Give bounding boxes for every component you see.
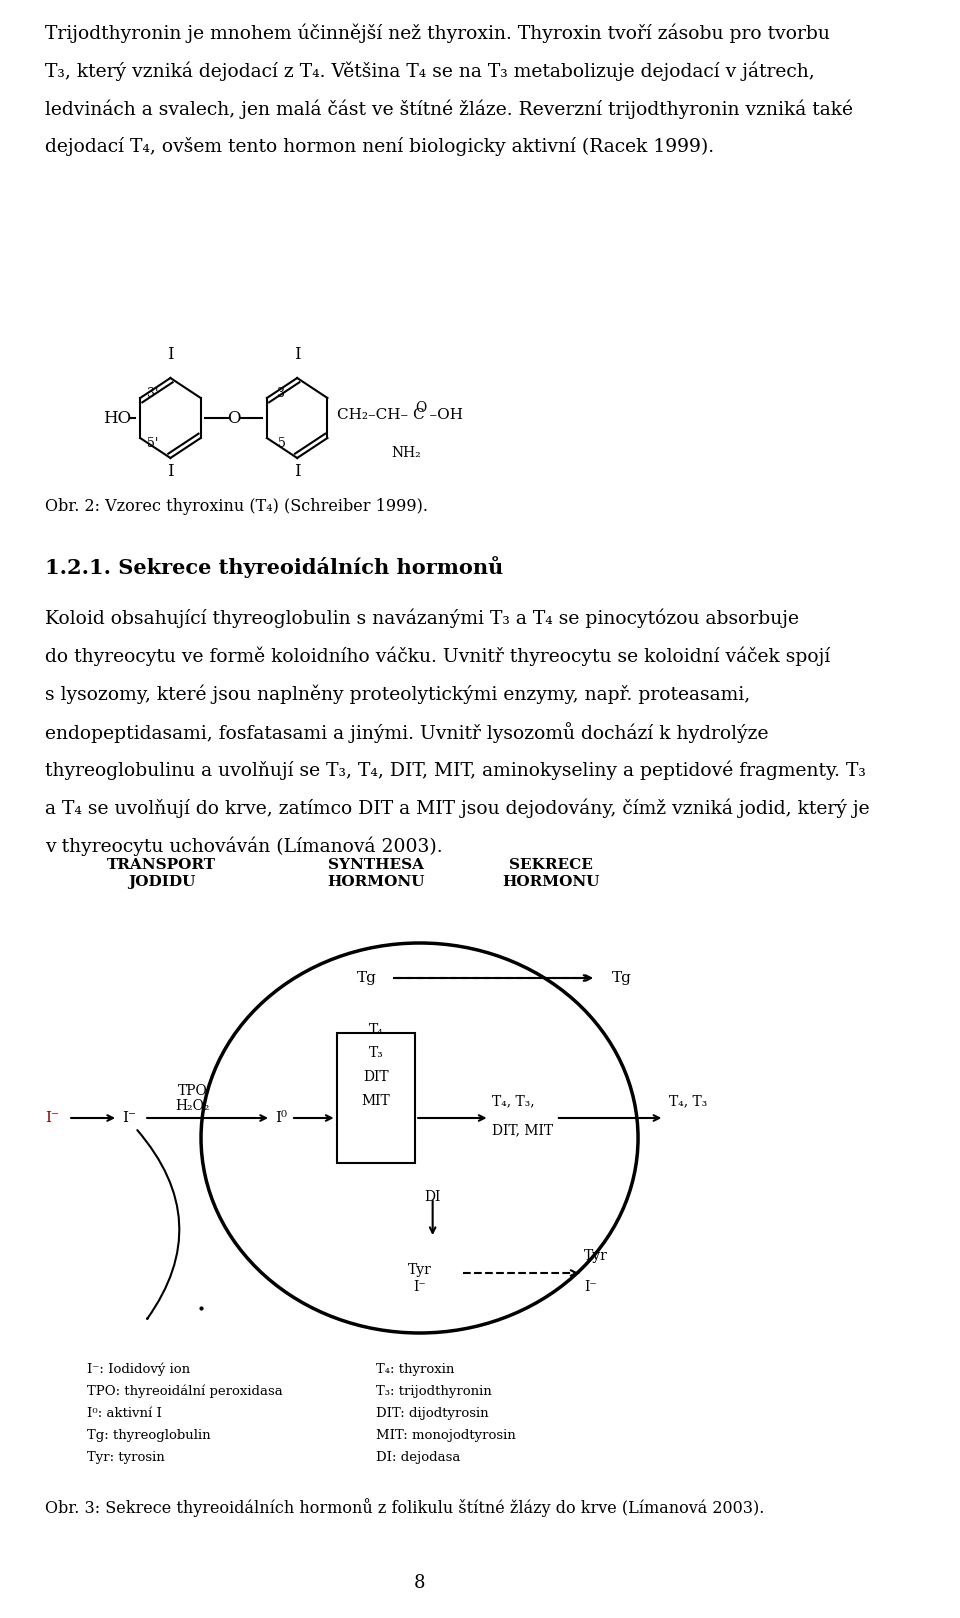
Text: Koloid obsahující thyreoglobulin s navázanými T₃ a T₄ se pinocytózou absorbuje: Koloid obsahující thyreoglobulin s naváz… (45, 608, 800, 628)
Text: T₃: trijodthyronin: T₃: trijodthyronin (375, 1385, 492, 1398)
Text: I⁻: I⁻ (122, 1112, 136, 1125)
Text: Tg: Tg (357, 971, 377, 985)
Text: 5: 5 (277, 437, 285, 450)
Text: 1.2.1. Sekrece thyreoidálních hormonů: 1.2.1. Sekrece thyreoidálních hormonů (45, 557, 504, 578)
Text: MIT: monojodtyrosin: MIT: monojodtyrosin (375, 1429, 516, 1442)
Text: Tyr: tyrosin: Tyr: tyrosin (87, 1451, 165, 1464)
Text: 8: 8 (414, 1574, 425, 1592)
FancyArrowPatch shape (137, 1129, 180, 1319)
Text: thyreoglobulinu a uvolňují se T₃, T₄, DIT, MIT, aminokyseliny a peptidové fragme: thyreoglobulinu a uvolňují se T₃, T₄, DI… (45, 760, 866, 780)
Text: I: I (167, 463, 174, 481)
Text: dejodací T₄, ovšem tento hormon není biologicky aktivní (Racek 1999).: dejodací T₄, ovšem tento hormon není bio… (45, 138, 714, 155)
Text: TRANSPORT: TRANSPORT (108, 858, 216, 872)
Text: Trijodthyronin je mnohem účinnější než thyroxin. Thyroxin tvoří zásobu pro tvorb: Trijodthyronin je mnohem účinnější než t… (45, 23, 830, 42)
Text: I⁻: Iodidový ion: I⁻: Iodidový ion (87, 1362, 190, 1377)
Text: T₄, T₃,: T₄, T₃, (492, 1094, 535, 1108)
Text: HORMONU: HORMONU (502, 875, 599, 888)
Text: a T₄ se uvolňují do krve, zatímco DIT a MIT jsou dejodovány, čímž vzniká jodid, : a T₄ se uvolňují do krve, zatímco DIT a … (45, 798, 870, 817)
Text: T₄, T₃: T₄, T₃ (668, 1094, 707, 1108)
Text: T₃: T₃ (369, 1045, 383, 1060)
Text: HORMONU: HORMONU (327, 875, 424, 888)
Text: DIT, MIT: DIT, MIT (492, 1123, 553, 1137)
Text: I⁻: I⁻ (584, 1280, 596, 1294)
Text: JODIDU: JODIDU (128, 875, 196, 888)
Text: I: I (294, 463, 300, 481)
Text: DIT: DIT (363, 1069, 389, 1084)
Text: I: I (294, 346, 300, 362)
Text: SYNTHESA: SYNTHESA (327, 858, 423, 872)
Text: H₂O₂: H₂O₂ (175, 1099, 209, 1113)
Text: Tyr: Tyr (584, 1249, 608, 1264)
Text: T₄: thyroxin: T₄: thyroxin (375, 1362, 454, 1375)
Text: Tg: Tg (612, 971, 632, 985)
Text: NH₂: NH₂ (392, 447, 421, 460)
Text: do thyreocytu ve formě koloidního váčku. Uvnitř thyreocytu se koloidní váček spo: do thyreocytu ve formě koloidního váčku.… (45, 646, 830, 665)
Text: MIT: MIT (362, 1094, 390, 1108)
Text: Obr. 2: Vzorec thyroxinu (T₄) (Schreiber 1999).: Obr. 2: Vzorec thyroxinu (T₄) (Schreiber… (45, 498, 428, 515)
Text: DIT: dijodtyrosin: DIT: dijodtyrosin (375, 1408, 489, 1421)
Text: endopeptidasami, fosfatasami a jinými. Uvnitř lysozomů dochází k hydrolýze: endopeptidasami, fosfatasami a jinými. U… (45, 722, 769, 743)
Text: I⁰: I⁰ (276, 1112, 287, 1125)
Text: ledvinách a svalech, jen malá část ve štítné žláze. Reverzní trijodthyronin vzni: ledvinách a svalech, jen malá část ve št… (45, 99, 853, 118)
Text: 5': 5' (147, 437, 158, 450)
Text: O: O (228, 409, 241, 427)
Text: Obr. 3: Sekrece thyreoidálních hormonů z folikulu štítné žlázy do krve (Límanová: Obr. 3: Sekrece thyreoidálních hormonů z… (45, 1498, 765, 1518)
Text: T₃, který vzniká dejodací z T₄. Většina T₄ se na T₃ metabolizuje dejodací v játr: T₃, který vzniká dejodací z T₄. Většina … (45, 61, 815, 81)
Text: I⁰: aktivní I: I⁰: aktivní I (87, 1408, 162, 1421)
Text: HO: HO (103, 409, 132, 427)
Text: T₄: T₄ (369, 1023, 383, 1037)
Text: SEKRECE: SEKRECE (509, 858, 592, 872)
Text: I⁻: I⁻ (45, 1112, 60, 1125)
Text: s lysozomy, které jsou naplněny proteolytickými enzymy, např. proteasami,: s lysozomy, které jsou naplněny proteoly… (45, 684, 751, 704)
Text: TPO: thyreoidální peroxidasa: TPO: thyreoidální peroxidasa (87, 1385, 283, 1398)
Text: 3': 3' (147, 387, 158, 400)
Text: 3: 3 (277, 387, 285, 400)
Text: DI: dejodasa: DI: dejodasa (375, 1451, 460, 1464)
Text: CH₂–CH– C –OH: CH₂–CH– C –OH (337, 408, 463, 422)
Text: I: I (167, 346, 174, 362)
Text: Tyr: Tyr (408, 1264, 431, 1277)
Text: v thyreocytu uchováván (Límanová 2003).: v thyreocytu uchováván (Límanová 2003). (45, 837, 444, 856)
Text: DI: DI (424, 1189, 441, 1204)
Text: Tg: thyreoglobulin: Tg: thyreoglobulin (87, 1429, 211, 1442)
Text: TPO: TPO (178, 1084, 207, 1099)
Text: O: O (415, 401, 426, 414)
Text: I⁻: I⁻ (413, 1280, 426, 1294)
